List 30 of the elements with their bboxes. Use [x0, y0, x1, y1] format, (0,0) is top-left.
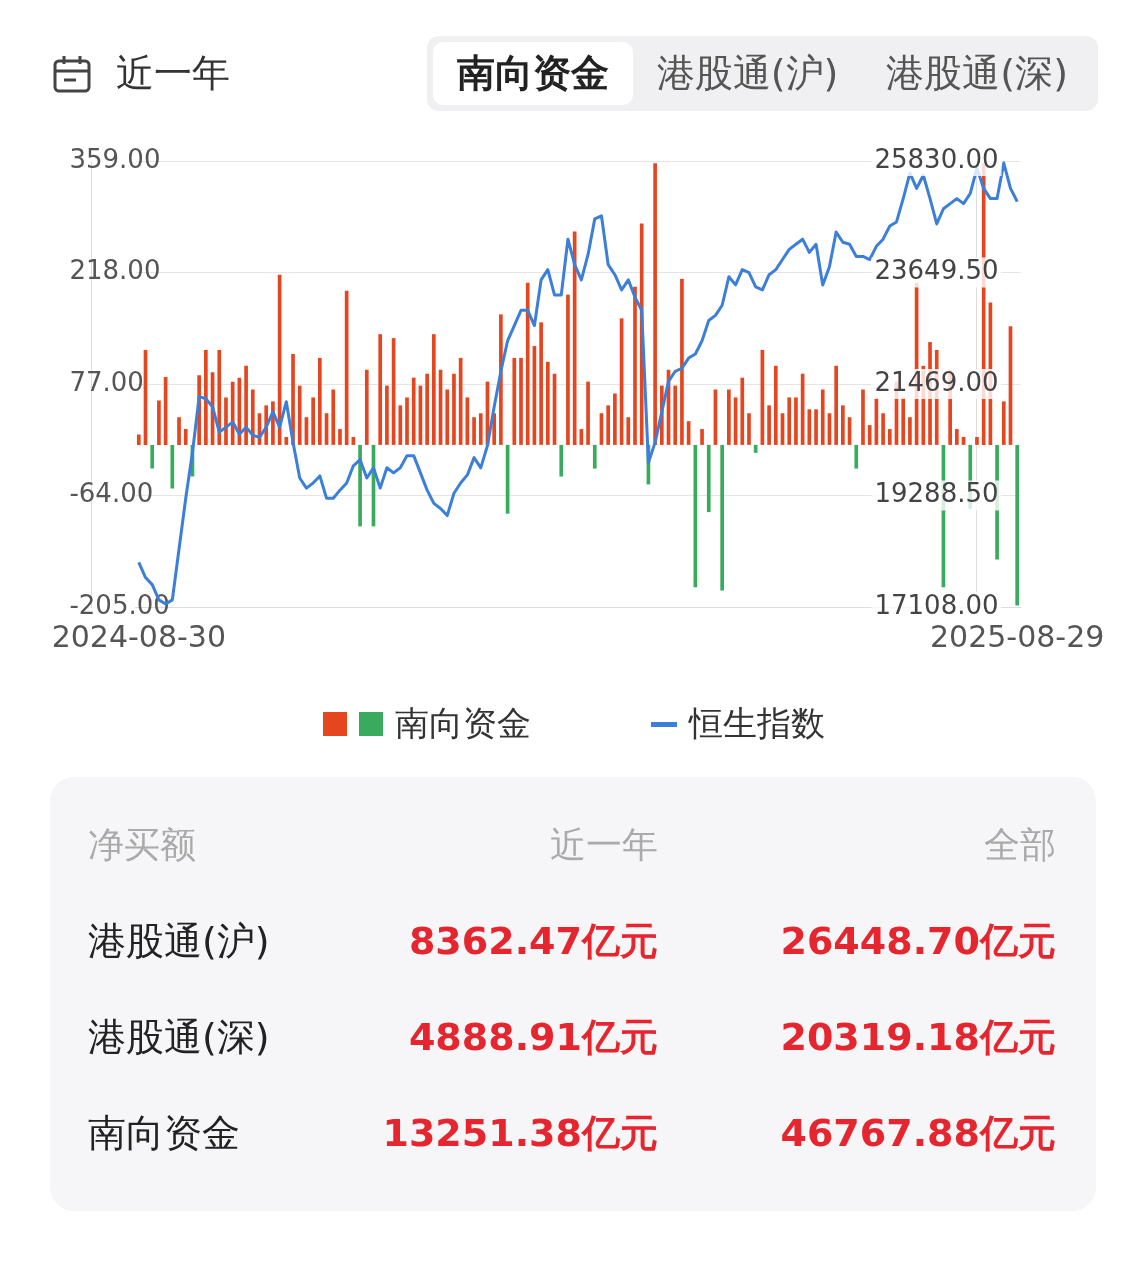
text: 近一年: [549, 822, 658, 867]
text: 4888.91亿元: [407, 1013, 658, 1061]
y2-tick-label: 23649.50: [874, 255, 999, 286]
text: 全部: [983, 822, 1056, 867]
y2-tick-label: 21469.00: [874, 366, 999, 397]
x-tick-label: 2024-08-30: [51, 618, 226, 654]
text: 港股通(深): [88, 1013, 271, 1061]
y2-tick-label: 19288.50: [874, 478, 999, 509]
text: 近一年: [116, 50, 230, 97]
text: 港股通(深): [885, 50, 1069, 97]
text: 26448.70亿元: [779, 917, 1056, 965]
y-tick-label: 77.00: [69, 366, 144, 397]
text: 20319.18亿元: [779, 1013, 1056, 1061]
text: 8362.47亿元: [407, 917, 658, 965]
text: 南向资金: [432, 42, 633, 105]
text: 港股通(沪): [655, 50, 840, 97]
y-tick-label: -205.00: [69, 589, 170, 620]
y-tick-label: 359.00: [69, 143, 161, 174]
y2-tick-label: 17108.00: [874, 589, 999, 620]
y-tick-label: 218.00: [69, 255, 161, 286]
text: 13251.38亿元: [381, 1109, 658, 1157]
y-tick-label: -64.00: [69, 478, 154, 509]
text: 净买额: [88, 822, 197, 867]
text: 南向资金: [88, 1109, 241, 1157]
text: 港股通(沪): [88, 917, 271, 965]
legend-label: 南向资金: [395, 702, 531, 745]
y2-tick-label: 25830.00: [874, 143, 999, 174]
legend-label: 恒生指数: [689, 702, 825, 745]
x-tick-label: 2025-08-29: [930, 618, 1105, 654]
text: 46767.88亿元: [779, 1109, 1056, 1157]
